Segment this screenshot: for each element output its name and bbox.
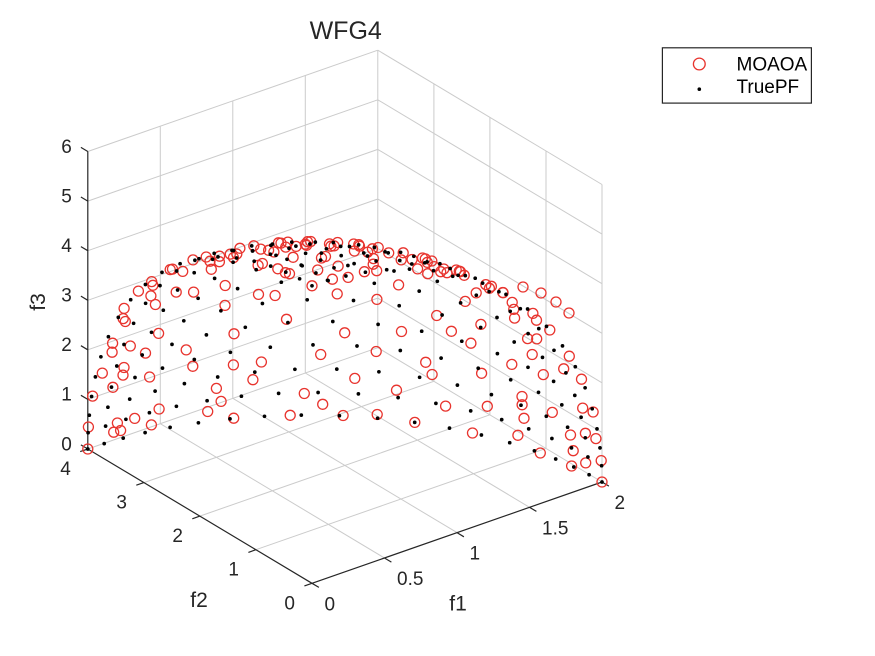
svg-text:TruePF: TruePF: [737, 77, 800, 98]
svg-text:0: 0: [284, 593, 295, 614]
svg-text:f2: f2: [190, 589, 208, 612]
svg-text:4: 4: [61, 236, 72, 257]
svg-text:1.5: 1.5: [542, 518, 568, 539]
svg-text:1: 1: [61, 385, 72, 406]
svg-text:1: 1: [228, 560, 239, 581]
svg-text:5: 5: [61, 186, 72, 207]
svg-text:2: 2: [172, 526, 183, 547]
svg-text:0: 0: [61, 434, 72, 455]
svg-text:2: 2: [61, 335, 72, 356]
svg-text:2: 2: [615, 493, 626, 514]
svg-text:0: 0: [325, 594, 336, 615]
svg-text:f1: f1: [449, 592, 467, 615]
svg-text:3: 3: [61, 286, 72, 307]
svg-text:4: 4: [60, 459, 71, 480]
svg-text:f3: f3: [27, 293, 50, 311]
svg-text:3: 3: [116, 493, 127, 514]
svg-text:1: 1: [470, 544, 481, 565]
svg-text:MOAOA: MOAOA: [737, 54, 808, 75]
svg-text:0.5: 0.5: [397, 569, 423, 590]
svg-text:WFG4: WFG4: [310, 17, 382, 45]
svg-text:6: 6: [61, 137, 72, 158]
